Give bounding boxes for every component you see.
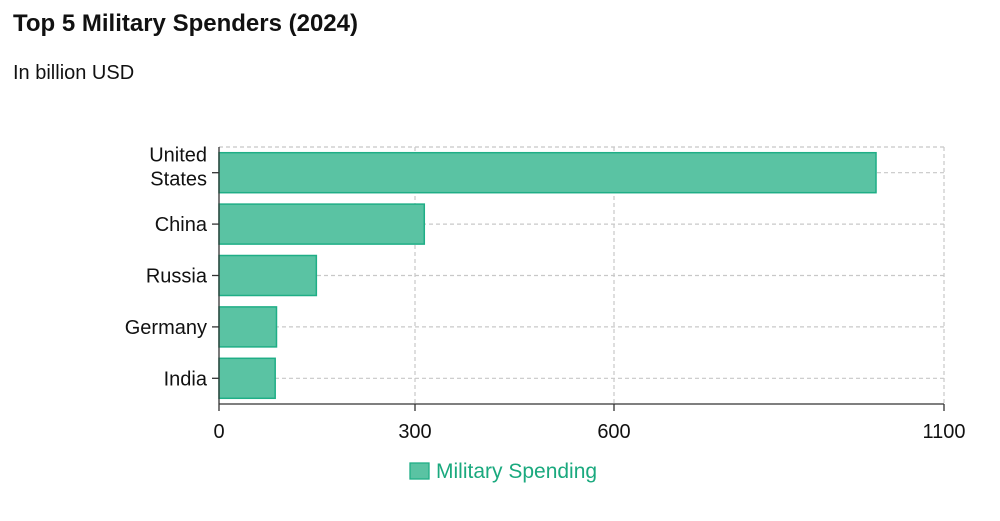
y-tick-label: United States <box>149 145 207 191</box>
x-tick-label: 600 <box>597 421 630 443</box>
chart-title: Top 5 Military Spenders (2024) <box>13 10 358 37</box>
axes: 0 300 600 1100 United States China Russia German… <box>125 145 966 443</box>
bar-india[interactable] <box>218 357 276 400</box>
chart-subtitle: In billion USD <box>13 62 135 84</box>
y-tick-label: Germany <box>125 317 207 339</box>
legend[interactable]: Military Spending <box>409 460 597 483</box>
x-tick-label: 0 <box>213 421 224 443</box>
y-tick-label: China <box>155 214 208 236</box>
bar-united-states[interactable] <box>218 151 877 194</box>
bar-china[interactable] <box>218 203 426 245</box>
y-tick-label: India <box>164 368 208 390</box>
x-tick-label: 1100 <box>922 421 965 443</box>
legend-swatch[interactable] <box>409 462 430 480</box>
legend-label[interactable]: Military Spending <box>436 460 597 483</box>
x-tick-label: 300 <box>398 421 431 443</box>
y-tick-label: Russia <box>146 266 208 288</box>
bar-germany[interactable] <box>218 306 278 348</box>
bar-russia[interactable] <box>218 254 318 297</box>
